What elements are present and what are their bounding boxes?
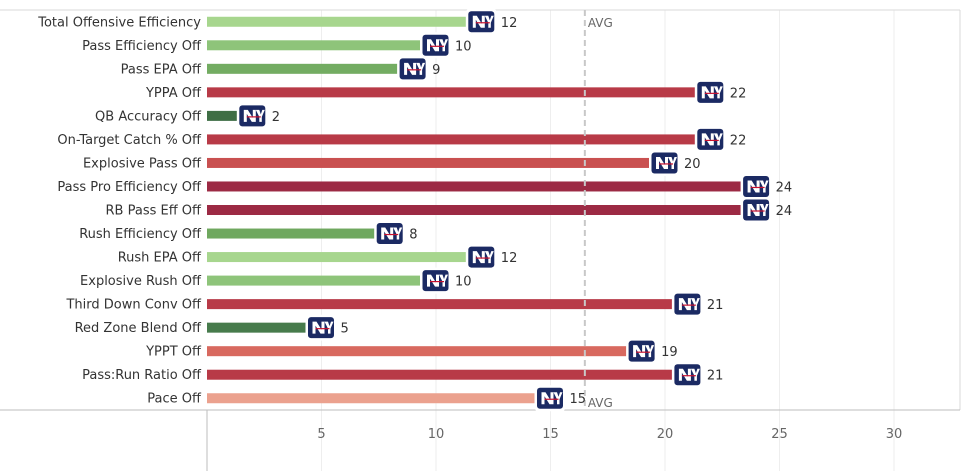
bar — [207, 393, 551, 404]
category-label: YPPT Off — [145, 345, 202, 360]
team-logo-marker — [465, 244, 497, 271]
category-label: RB Pass Eff Off — [106, 204, 203, 219]
category-label: Pass EPA Off — [121, 62, 202, 77]
category-label: Pace Off — [147, 392, 202, 407]
category-label: Pass Efficiency Off — [82, 39, 202, 54]
value-label: 5 — [341, 322, 349, 337]
team-logo-marker — [420, 32, 451, 59]
value-label: 9 — [432, 63, 440, 78]
bar — [207, 157, 665, 168]
bar — [207, 40, 436, 51]
team-logo-marker — [626, 338, 658, 365]
bar — [207, 252, 482, 263]
team-logo-marker — [694, 79, 726, 106]
value-label: 10 — [455, 275, 472, 290]
bar — [207, 299, 688, 310]
bar — [207, 369, 688, 380]
team-logo-marker — [374, 220, 406, 247]
x-tick-label: 10 — [428, 427, 445, 442]
x-tick-label: 15 — [542, 427, 559, 442]
bar — [207, 275, 436, 286]
avg-label-top: AVG — [588, 16, 613, 30]
category-label: Total Offensive Efficiency — [37, 15, 201, 30]
category-label: Pass:Run Ratio Off — [82, 368, 202, 383]
markers — [236, 8, 772, 412]
bar — [207, 134, 711, 145]
category-label: Rush Efficiency Off — [79, 227, 202, 242]
bar — [207, 322, 322, 333]
bar — [207, 205, 757, 216]
value-label: 19 — [661, 345, 678, 360]
team-logo-marker — [397, 55, 429, 82]
x-tick-label: 30 — [886, 427, 903, 442]
category-label: Rush EPA Off — [118, 251, 202, 266]
value-label: 12 — [501, 16, 518, 31]
value-label: 24 — [776, 180, 793, 195]
value-label: 22 — [730, 133, 747, 148]
value-label: 10 — [455, 39, 472, 54]
value-label: 22 — [730, 86, 747, 101]
team-logo-marker — [740, 197, 772, 224]
bar — [207, 110, 253, 121]
bars — [207, 16, 757, 404]
bar — [207, 346, 643, 357]
category-label: On-Target Catch % Off — [57, 133, 202, 148]
team-logo-marker — [671, 291, 703, 318]
bar — [207, 16, 482, 27]
team-logo-marker — [305, 314, 337, 341]
bar — [207, 87, 711, 98]
category-label: Explosive Pass Off — [83, 156, 202, 171]
x-tick-label: 20 — [657, 427, 674, 442]
value-label: 12 — [501, 251, 518, 266]
value-label: 24 — [776, 204, 793, 219]
x-tick-label: 25 — [771, 427, 788, 442]
team-logo-marker — [534, 385, 566, 412]
value-label: 21 — [707, 369, 724, 384]
team-logo-marker — [420, 267, 451, 294]
team-logo-marker — [671, 361, 703, 388]
avg-label-bottom: AVG — [588, 396, 613, 410]
value-label: 8 — [409, 228, 417, 243]
bar — [207, 63, 414, 74]
category-labels: Total Offensive Efficiency Pass Efficienc… — [37, 15, 202, 406]
team-logo-marker — [236, 102, 268, 129]
bar — [207, 181, 757, 192]
category-label: Third Down Conv Off — [65, 298, 202, 313]
value-label: 2 — [272, 110, 280, 125]
category-label: YPPA Off — [145, 86, 202, 101]
x-tick-labels: 5 10 15 20 25 30 — [317, 427, 902, 442]
reference-line-group: AVG AVG — [583, 10, 613, 410]
category-label: QB Accuracy Off — [95, 109, 202, 124]
team-logo-marker — [465, 8, 497, 35]
category-label: Pass Pro Efficiency Off — [57, 180, 202, 195]
team-logo-marker — [740, 173, 772, 200]
team-logo-marker — [649, 149, 680, 176]
value-label: 20 — [684, 157, 701, 172]
value-label: 21 — [707, 298, 724, 313]
x-tick-label: 5 — [317, 427, 325, 442]
bar — [207, 228, 391, 239]
category-label: Explosive Rush Off — [80, 274, 202, 289]
value-label: 15 — [570, 392, 587, 407]
team-logo-marker — [694, 126, 726, 153]
category-label: Red Zone Blend Off — [75, 321, 202, 336]
